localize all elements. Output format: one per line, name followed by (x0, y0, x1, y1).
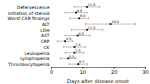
error-bar-cap (83, 51, 84, 54)
tick: CK (44, 45, 50, 50)
error-bar-cap (60, 57, 61, 60)
data-label: 5.5 (69, 55, 74, 59)
error-bar-cap (72, 40, 73, 43)
x-axis-title: Days after disease onset (67, 78, 129, 84)
tick: Initiation of steroid (8, 10, 50, 15)
tick: LDH (40, 28, 49, 33)
tick-label: Worst CXR findings (8, 16, 51, 21)
tick-label: Lymphopenia (20, 56, 50, 61)
tick-label: CK (44, 45, 50, 50)
tick-label: Leukopenia (24, 51, 49, 56)
error-bar-cap (90, 34, 91, 37)
error-bar-cap (88, 17, 89, 20)
data-label: 11.5 (88, 26, 96, 30)
error-bar-cap (85, 46, 86, 49)
tick: Thrombocytopenia (7, 62, 50, 67)
tick-label: AST (41, 33, 50, 38)
data-label: 8.7 (79, 60, 84, 64)
data-label: 11.5 (88, 3, 96, 7)
error-bar-cap (65, 11, 66, 14)
tick-label: 10 (80, 69, 86, 75)
tick-label: 20 (111, 69, 117, 75)
data-label: 19.0 (111, 20, 119, 24)
tick-label: ALT (42, 22, 50, 27)
chart: 0 10 20 30 DefervescenceInitiation of steroi… (0, 0, 150, 84)
error-bar-cap (63, 46, 64, 49)
tick-label: CRP (41, 39, 50, 44)
data-labels: 11.58.09.019.011.58.54.57.57.55.58.7 (66, 3, 119, 64)
tick: Defervescence (17, 5, 50, 10)
error-bar-cap (68, 63, 69, 66)
data-label: 7.5 (75, 43, 80, 47)
error-bar-cap (65, 51, 66, 54)
data-label: 8.0 (77, 9, 82, 13)
error-bar-cap (87, 63, 88, 66)
error-bar-cap (69, 17, 70, 20)
tick: Lymphopenia (20, 56, 50, 61)
error-bar-cap (135, 23, 136, 26)
tick-label: Initiation of steroid (8, 10, 50, 15)
error-bar-cap (74, 6, 75, 9)
tick-label: 30 (142, 69, 148, 75)
data-label: 7.5 (75, 49, 80, 53)
tick: ALT (42, 22, 50, 27)
marks (57, 6, 135, 66)
tick: Leukopenia (24, 51, 49, 56)
tick-label: 0 (50, 69, 53, 75)
error-bar-cap (102, 29, 103, 32)
tick-label: LDH (40, 28, 49, 33)
axis-line (52, 68, 146, 70)
tick: 30 (142, 67, 148, 75)
tick-label: Thrombocytopenia (7, 62, 50, 67)
tick: 20 (111, 67, 117, 75)
tick: AST (41, 33, 50, 38)
plot: 0 10 20 30 DefervescenceInitiation of steroi… (7, 3, 148, 75)
tick: 10 (80, 67, 86, 75)
error-bar-cap (57, 40, 58, 43)
error-bar-cap (85, 23, 86, 26)
error-bar-cap (76, 57, 77, 60)
tick: Worst CXR findings (8, 16, 51, 21)
tick-label: Defervescence (17, 5, 50, 10)
tick: CRP (41, 39, 50, 44)
tick: 0 (50, 67, 53, 75)
x-axis: 0 10 20 30 (50, 67, 149, 75)
data-label: 4.5 (66, 37, 71, 41)
error-bar-cap (87, 11, 88, 14)
error-bar-cap (99, 6, 100, 9)
data-label: 8.5 (78, 32, 83, 36)
y-axis: DefervescenceInitiation of steroidWorst … (7, 5, 50, 67)
error-bar-cap (71, 29, 72, 32)
data-label: 9.0 (80, 14, 85, 18)
